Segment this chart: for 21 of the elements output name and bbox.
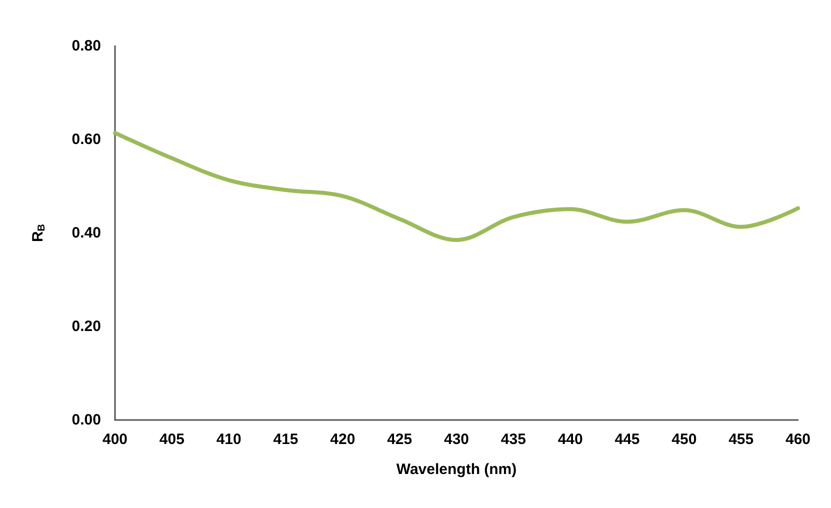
x-tick-label: 435 xyxy=(500,431,526,448)
x-tick-label: 415 xyxy=(273,431,298,448)
x-tick-label: 420 xyxy=(330,431,356,448)
x-tick-label: 460 xyxy=(785,431,811,448)
line-series xyxy=(113,130,800,242)
y-tick-label: 0.80 xyxy=(72,38,101,54)
y-tick-label: 0.20 xyxy=(72,318,101,335)
x-tick-label: 410 xyxy=(216,431,242,448)
x-tick-label: 445 xyxy=(614,431,640,448)
y-tick-label: 0.00 xyxy=(72,412,101,428)
x-tick-label: 425 xyxy=(387,431,412,448)
x-tick-label: 430 xyxy=(444,431,470,448)
y-tick-label: 0.40 xyxy=(72,224,101,242)
x-tick-label: 455 xyxy=(728,431,754,448)
x-tick-label: 440 xyxy=(558,431,583,448)
y-axis-title: RB xyxy=(30,224,48,242)
x-tick-label: 400 xyxy=(102,431,128,448)
x-axis-title: Wavelength (nm) xyxy=(396,461,517,478)
y-tick-label: 0.60 xyxy=(72,131,101,148)
x-tick-label: 405 xyxy=(159,431,184,448)
x-tick-label: 450 xyxy=(672,431,697,448)
